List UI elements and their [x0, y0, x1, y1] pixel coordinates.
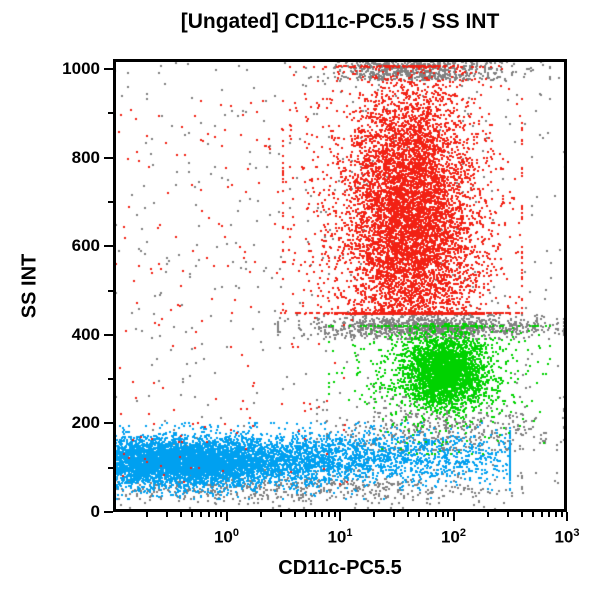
x-axis-label: CD11c-PC5.5: [278, 557, 402, 579]
x-minor-tick: [333, 512, 336, 517]
x-minor-tick: [548, 512, 551, 517]
plot-title: [Ungated] CD11c-PC5.5 / SS INT: [180, 10, 500, 33]
x-minor-tick: [328, 512, 330, 517]
x-major-tick: [452, 512, 455, 521]
x-minor-tick: [214, 512, 217, 517]
scatter-plot-canvas[interactable]: [113, 59, 567, 512]
x-minor-tick: [259, 512, 262, 517]
x-minor-tick: [191, 512, 194, 517]
y-minor-tick: [108, 378, 113, 381]
x-major-tick: [339, 512, 341, 521]
x-minor-tick: [200, 512, 203, 517]
x-minor-tick: [418, 512, 421, 517]
y-minor-tick: [108, 289, 113, 292]
x-minor-tick: [520, 512, 523, 517]
x-minor-tick: [146, 512, 149, 517]
x-minor-tick: [531, 512, 534, 517]
x-minor-tick: [486, 512, 489, 517]
y-major-tick: [104, 68, 113, 71]
y-minor-tick: [108, 201, 113, 204]
x-minor-tick: [555, 512, 557, 517]
x-tick-label: 101: [327, 527, 353, 547]
y-tick-label: 400: [71, 324, 100, 344]
y-tick-label: 1000: [62, 59, 100, 79]
x-minor-tick: [166, 512, 169, 517]
x-minor-tick: [407, 512, 410, 517]
y-axis-label: SS INT: [18, 253, 41, 319]
x-minor-tick: [441, 512, 444, 517]
y-tick-label: 800: [71, 147, 100, 167]
x-minor-tick: [293, 512, 296, 517]
y-major-tick: [104, 511, 113, 513]
x-minor-tick: [506, 512, 509, 517]
x-major-tick: [225, 512, 228, 521]
y-major-tick: [104, 156, 113, 159]
x-minor-tick: [279, 512, 282, 517]
y-tick-label: 0: [90, 502, 100, 521]
y-major-tick: [104, 422, 113, 425]
x-minor-tick: [313, 512, 316, 517]
x-minor-tick: [220, 512, 223, 517]
x-minor-tick: [434, 512, 437, 517]
x-minor-tick: [207, 512, 210, 517]
x-minor-tick: [304, 512, 307, 517]
x-minor-tick: [321, 512, 324, 517]
x-minor-tick: [393, 512, 396, 517]
y-major-tick: [104, 333, 113, 336]
x-minor-tick: [180, 512, 183, 517]
y-minor-tick: [108, 112, 113, 115]
x-tick-label: 100: [213, 527, 240, 547]
y-minor-tick: [108, 466, 113, 469]
x-minor-tick: [373, 512, 376, 517]
x-minor-tick: [560, 512, 563, 517]
x-tick-label: 103: [554, 527, 580, 547]
x-minor-tick: [540, 512, 543, 517]
x-minor-tick: [447, 512, 450, 517]
x-tick-label: 102: [440, 527, 467, 547]
y-major-tick: [104, 245, 113, 248]
x-minor-tick: [427, 512, 430, 517]
y-tick-label: 600: [71, 236, 100, 256]
y-tick-label: 200: [71, 413, 100, 433]
x-major-tick: [566, 512, 568, 521]
